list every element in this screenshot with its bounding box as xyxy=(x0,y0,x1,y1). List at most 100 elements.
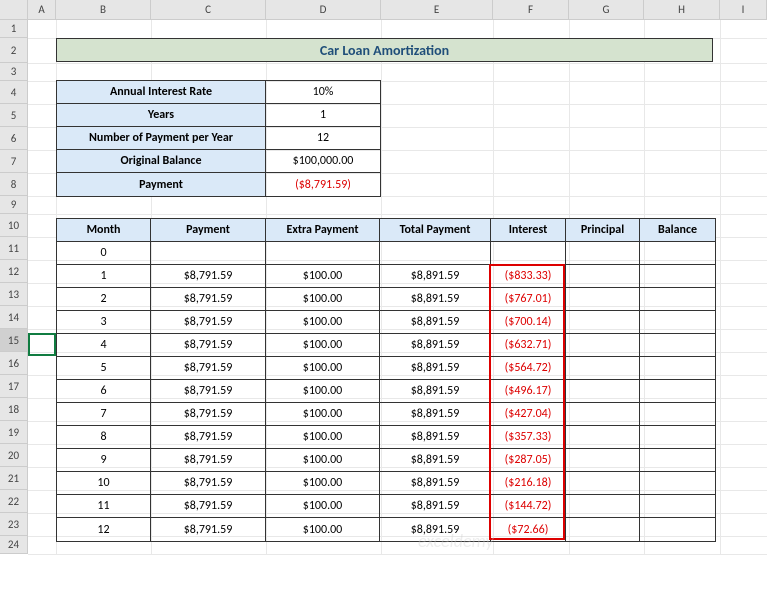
amort-cell-interest[interactable] xyxy=(491,242,566,265)
amort-cell-balance[interactable] xyxy=(640,495,715,518)
amort-cell-principal[interactable] xyxy=(566,242,640,265)
amort-cell-balance[interactable] xyxy=(640,334,715,357)
amort-cell-interest[interactable]: ($287.05) xyxy=(491,449,566,472)
amort-cell-total[interactable]: $8,891.59 xyxy=(380,334,491,357)
amort-cell-principal[interactable] xyxy=(566,380,640,403)
param-value[interactable]: 1 xyxy=(266,104,380,127)
amort-cell-total[interactable]: $8,891.59 xyxy=(380,472,491,495)
amort-cell-principal[interactable] xyxy=(566,472,640,495)
col-header-D[interactable]: D xyxy=(266,0,381,19)
amort-cell-interest[interactable]: ($216.18) xyxy=(491,472,566,495)
row-header-19[interactable]: 19 xyxy=(0,421,28,444)
amort-cell-interest[interactable]: ($496.17) xyxy=(491,380,566,403)
row-header-13[interactable]: 13 xyxy=(0,283,28,306)
row-header-10[interactable]: 10 xyxy=(0,214,28,237)
amort-cell-principal[interactable] xyxy=(566,403,640,426)
amort-cell-month[interactable]: 2 xyxy=(57,288,151,311)
row-header-14[interactable]: 14 xyxy=(0,306,28,329)
amort-cell-extra[interactable]: $100.00 xyxy=(266,518,380,541)
amort-cell-payment[interactable]: $8,791.59 xyxy=(151,472,266,495)
amort-cell-total[interactable]: $8,891.59 xyxy=(380,403,491,426)
amort-cell-balance[interactable] xyxy=(640,311,715,334)
amort-cell-extra[interactable]: $100.00 xyxy=(266,495,380,518)
amort-cell-balance[interactable] xyxy=(640,449,715,472)
amort-cell-extra[interactable]: $100.00 xyxy=(266,265,380,288)
param-value[interactable]: 10% xyxy=(266,81,380,104)
col-header-G[interactable]: G xyxy=(569,0,644,19)
col-header-H[interactable]: H xyxy=(644,0,720,19)
amort-cell-payment[interactable]: $8,791.59 xyxy=(151,495,266,518)
amort-cell-total[interactable] xyxy=(380,242,491,265)
amort-cell-principal[interactable] xyxy=(566,518,640,541)
amort-cell-payment[interactable]: $8,791.59 xyxy=(151,288,266,311)
row-header-15[interactable]: 15 xyxy=(0,329,28,352)
amort-cell-interest[interactable]: ($144.72) xyxy=(491,495,566,518)
col-header-A[interactable]: A xyxy=(28,0,56,19)
row-header-22[interactable]: 22 xyxy=(0,490,28,513)
amort-cell-month[interactable]: 8 xyxy=(57,426,151,449)
row-header-20[interactable]: 20 xyxy=(0,444,28,467)
param-value[interactable]: $100,000.00 xyxy=(266,150,380,173)
amort-cell-extra[interactable]: $100.00 xyxy=(266,403,380,426)
row-header-24[interactable]: 24 xyxy=(0,536,28,554)
amort-cell-extra[interactable]: $100.00 xyxy=(266,426,380,449)
amort-cell-payment[interactable] xyxy=(151,242,266,265)
amort-cell-total[interactable]: $8,891.59 xyxy=(380,357,491,380)
amort-cell-interest[interactable]: ($700.14) xyxy=(491,311,566,334)
amort-cell-extra[interactable]: $100.00 xyxy=(266,311,380,334)
amort-cell-balance[interactable] xyxy=(640,288,715,311)
row-header-18[interactable]: 18 xyxy=(0,398,28,421)
amort-cell-total[interactable]: $8,891.59 xyxy=(380,380,491,403)
amort-cell-month[interactable]: 9 xyxy=(57,449,151,472)
amort-cell-extra[interactable] xyxy=(266,242,380,265)
amort-cell-payment[interactable]: $8,791.59 xyxy=(151,265,266,288)
amort-cell-month[interactable]: 12 xyxy=(57,518,151,541)
amort-cell-principal[interactable] xyxy=(566,357,640,380)
amort-cell-balance[interactable] xyxy=(640,265,715,288)
col-header-B[interactable]: B xyxy=(56,0,151,19)
row-header-5[interactable]: 5 xyxy=(0,104,28,127)
amort-cell-principal[interactable] xyxy=(566,265,640,288)
amort-cell-balance[interactable] xyxy=(640,357,715,380)
amort-cell-month[interactable]: 3 xyxy=(57,311,151,334)
amort-cell-month[interactable]: 7 xyxy=(57,403,151,426)
amort-cell-interest[interactable]: ($767.01) xyxy=(491,288,566,311)
amort-cell-total[interactable]: $8,891.59 xyxy=(380,311,491,334)
row-header-6[interactable]: 6 xyxy=(0,127,28,150)
amort-cell-total[interactable]: $8,891.59 xyxy=(380,495,491,518)
amort-cell-extra[interactable]: $100.00 xyxy=(266,288,380,311)
amort-cell-payment[interactable]: $8,791.59 xyxy=(151,426,266,449)
col-header-I[interactable]: I xyxy=(720,0,767,19)
amort-cell-total[interactable]: $8,891.59 xyxy=(380,426,491,449)
col-header-E[interactable]: E xyxy=(381,0,493,19)
row-header-4[interactable]: 4 xyxy=(0,81,28,104)
row-header-16[interactable]: 16 xyxy=(0,352,28,375)
amort-cell-payment[interactable]: $8,791.59 xyxy=(151,403,266,426)
amort-cell-month[interactable]: 6 xyxy=(57,380,151,403)
amort-cell-total[interactable]: $8,891.59 xyxy=(380,265,491,288)
amort-cell-payment[interactable]: $8,791.59 xyxy=(151,311,266,334)
amort-cell-balance[interactable] xyxy=(640,518,715,541)
amort-cell-principal[interactable] xyxy=(566,311,640,334)
row-header-3[interactable]: 3 xyxy=(0,63,28,81)
param-value[interactable]: ($8,791.59) xyxy=(266,173,380,196)
row-header-17[interactable]: 17 xyxy=(0,375,28,398)
amort-cell-extra[interactable]: $100.00 xyxy=(266,380,380,403)
amort-cell-payment[interactable]: $8,791.59 xyxy=(151,357,266,380)
amort-cell-extra[interactable]: $100.00 xyxy=(266,357,380,380)
amort-cell-month[interactable]: 11 xyxy=(57,495,151,518)
amort-cell-principal[interactable] xyxy=(566,426,640,449)
cell-area[interactable]: Car Loan Amortization Annual Interest Ra… xyxy=(28,20,767,554)
amort-cell-payment[interactable]: $8,791.59 xyxy=(151,518,266,541)
amort-cell-balance[interactable] xyxy=(640,403,715,426)
amort-cell-month[interactable]: 10 xyxy=(57,472,151,495)
amort-cell-interest[interactable]: ($632.71) xyxy=(491,334,566,357)
col-header-F[interactable]: F xyxy=(493,0,569,19)
amort-cell-balance[interactable] xyxy=(640,472,715,495)
amort-cell-month[interactable]: 0 xyxy=(57,242,151,265)
amort-cell-interest[interactable]: ($564.72) xyxy=(491,357,566,380)
col-header-C[interactable]: C xyxy=(151,0,266,19)
amort-cell-month[interactable]: 1 xyxy=(57,265,151,288)
amort-cell-extra[interactable]: $100.00 xyxy=(266,334,380,357)
amort-cell-extra[interactable]: $100.00 xyxy=(266,449,380,472)
